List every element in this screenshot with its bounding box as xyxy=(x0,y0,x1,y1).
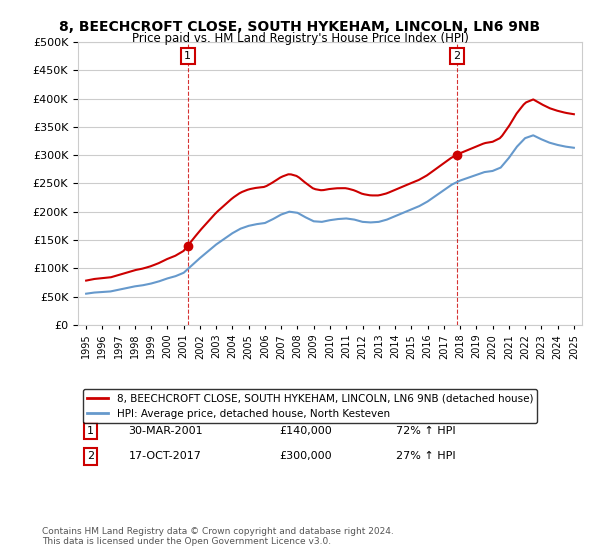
Text: 1: 1 xyxy=(184,51,191,61)
Text: 30-MAR-2001: 30-MAR-2001 xyxy=(128,426,203,436)
Text: Contains HM Land Registry data © Crown copyright and database right 2024.
This d: Contains HM Land Registry data © Crown c… xyxy=(42,526,394,546)
Text: Price paid vs. HM Land Registry's House Price Index (HPI): Price paid vs. HM Land Registry's House … xyxy=(131,32,469,45)
Text: 1: 1 xyxy=(87,426,94,436)
Text: £140,000: £140,000 xyxy=(280,426,332,436)
Text: 17-OCT-2017: 17-OCT-2017 xyxy=(128,451,201,461)
Text: 2: 2 xyxy=(453,51,460,61)
Text: 2: 2 xyxy=(87,451,94,461)
Text: 72% ↑ HPI: 72% ↑ HPI xyxy=(395,426,455,436)
Legend: 8, BEECHCROFT CLOSE, SOUTH HYKEHAM, LINCOLN, LN6 9NB (detached house), HPI: Aver: 8, BEECHCROFT CLOSE, SOUTH HYKEHAM, LINC… xyxy=(83,389,537,423)
Text: 27% ↑ HPI: 27% ↑ HPI xyxy=(395,451,455,461)
Text: 8, BEECHCROFT CLOSE, SOUTH HYKEHAM, LINCOLN, LN6 9NB: 8, BEECHCROFT CLOSE, SOUTH HYKEHAM, LINC… xyxy=(59,20,541,34)
Text: £300,000: £300,000 xyxy=(280,451,332,461)
